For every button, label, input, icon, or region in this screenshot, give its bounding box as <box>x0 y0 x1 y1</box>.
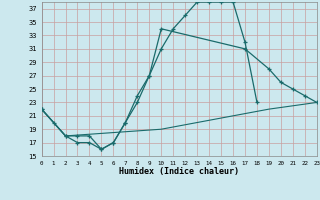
X-axis label: Humidex (Indice chaleur): Humidex (Indice chaleur) <box>119 167 239 176</box>
